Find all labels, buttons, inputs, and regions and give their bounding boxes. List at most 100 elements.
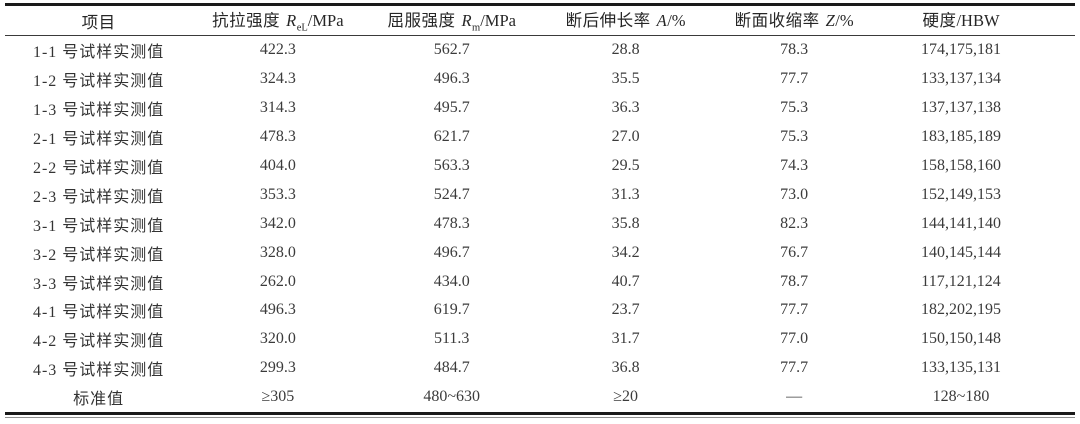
col-header-elongation: 断后伸长率 A/%	[539, 4, 712, 36]
value-cell: 314.3	[259, 99, 296, 117]
table-row: 3-2 号试样实测值 328.0 496.7 34.2 76.7 140,145…	[5, 238, 1075, 267]
table-row: 1-1 号试样实测值 422.3 562.7 28.8 78.3 174,175…	[5, 36, 1075, 65]
item-cell: 1-1 号试样实测值	[32, 44, 165, 62]
value-cell: 478.3	[259, 128, 296, 146]
value-cell: 117,121,124	[921, 272, 1001, 290]
value-cell: 182,202,195	[921, 301, 1001, 319]
value-cell: 422.3	[259, 41, 296, 59]
col-header-tensile-strength: 抗拉强度 ReL/MPa	[192, 4, 364, 36]
table-row: 3-1 号试样实测值 342.0 478.3 35.8 82.3 144,141…	[5, 209, 1075, 238]
header-label: 项目	[81, 12, 116, 32]
header-subscript: eL	[296, 22, 308, 34]
value-cell: 496.3	[433, 70, 470, 88]
item-cell: 4-1 号试样实测值	[32, 304, 165, 322]
table-row: 1-3 号试样实测值 314.3 495.7 36.3 75.3 137,137…	[5, 94, 1075, 123]
header-symbol: R	[461, 11, 473, 31]
value-cell: ≥20	[613, 388, 638, 406]
table-row-standard: 标准值 ≥305 480~630 ≥20 — 128~180	[5, 383, 1075, 413]
value-cell: 75.3	[780, 99, 809, 117]
value-cell: 480~630	[423, 388, 481, 406]
value-cell: 31.3	[611, 185, 640, 203]
value-cell: 128~180	[932, 388, 990, 406]
table-row: 1-2 号试样实测值 324.3 496.3 35.5 77.7 133,137…	[5, 65, 1075, 94]
value-cell: 75.3	[780, 128, 809, 146]
value-cell: 324.3	[259, 70, 296, 88]
value-cell: 74.3	[780, 157, 809, 174]
item-cell: 标准值	[73, 391, 125, 409]
table-row: 4-1 号试样实测值 496.3 619.7 23.7 77.7 182,202…	[5, 296, 1075, 325]
value-cell: 144,141,140	[921, 214, 1001, 232]
header-unit: /MPa	[307, 11, 344, 31]
value-cell: 35.8	[611, 214, 640, 232]
value-cell: 478.3	[433, 214, 470, 232]
table-row: 2-2 号试样实测值 404.0 563.3 29.5 74.3 158,158…	[5, 152, 1075, 181]
table-row: 4-2 号试样实测值 320.0 511.3 31.7 77.0 150,150…	[5, 325, 1075, 354]
value-cell: 496.7	[433, 243, 470, 261]
value-cell: 562.7	[433, 41, 470, 59]
item-cell: 2-3 号试样实测值	[32, 188, 165, 206]
header-label: 断面收缩率	[734, 11, 820, 31]
header-symbol: Z	[825, 11, 836, 31]
header-label: 屈服强度	[387, 11, 456, 31]
header-unit: /MPa	[480, 11, 516, 31]
header-label: 抗拉强度	[212, 11, 281, 31]
table-row: 3-3 号试样实测值 262.0 434.0 40.7 78.7 117,121…	[5, 267, 1075, 296]
value-cell: 36.3	[611, 99, 640, 117]
header-row: 项目 抗拉强度 ReL/MPa 屈服强度 Rm/MPa 断后伸长率 A/% 断面收缩率…	[5, 4, 1075, 36]
value-cell: 150,150,148	[921, 330, 1001, 348]
value-cell: 140,145,144	[921, 243, 1001, 261]
item-cell: 1-2 号试样实测值	[32, 73, 165, 91]
value-cell: 34.2	[611, 243, 640, 261]
value-cell: 342.0	[259, 214, 296, 232]
col-header-hardness: 硬度/HBW	[877, 4, 1075, 36]
value-cell: 28.8	[611, 41, 640, 59]
item-cell: 3-3 号试样实测值	[32, 275, 165, 293]
value-cell: 434.0	[433, 272, 470, 290]
value-cell: 36.8	[611, 359, 640, 377]
value-cell: 133,135,131	[921, 359, 1001, 377]
header-symbol: R	[286, 11, 297, 31]
item-cell: 2-2 号试样实测值	[32, 160, 165, 177]
value-cell: 619.7	[433, 301, 470, 319]
item-cell: 3-1 号试样实测值	[32, 217, 165, 235]
value-cell: 77.7	[780, 70, 809, 88]
value-cell: 299.3	[259, 359, 296, 377]
value-cell: 262.0	[259, 272, 296, 290]
value-cell: 133,137,134	[921, 70, 1001, 88]
value-cell: 152,149,153	[921, 185, 1001, 203]
value-cell: 77.7	[780, 359, 809, 377]
value-cell: 78.7	[780, 272, 809, 290]
value-cell: 484.7	[433, 359, 470, 377]
header-unit: /%	[835, 11, 854, 31]
item-cell: 3-2 号试样实测值	[32, 246, 165, 264]
value-cell: 40.7	[611, 272, 640, 290]
item-cell: 4-3 号试样实测值	[32, 362, 165, 380]
value-cell: 78.3	[780, 41, 809, 59]
value-cell: 31.7	[611, 330, 640, 348]
table-row: 2-3 号试样实测值 353.3 524.7 31.3 73.0 152,149…	[5, 180, 1075, 209]
value-cell: 495.7	[433, 99, 470, 117]
value-cell: 27.0	[611, 128, 640, 146]
value-cell: 82.3	[780, 214, 809, 232]
item-cell: 1-3 号试样实测值	[32, 102, 165, 120]
header-label: 断后伸长率	[565, 11, 651, 31]
value-cell: 328.0	[259, 243, 296, 261]
value-cell: 35.5	[611, 70, 640, 88]
value-cell: ≥305	[261, 388, 295, 406]
value-cell: 158,158,160	[921, 157, 1001, 174]
col-header-item: 项目	[5, 4, 193, 36]
bottom-rule-shadow	[5, 416, 1075, 418]
value-cell: 563.3	[433, 157, 470, 174]
value-cell: 524.7	[433, 185, 470, 203]
value-cell: 137,137,138	[921, 99, 1001, 117]
value-cell: 404.0	[259, 157, 296, 174]
header-unit: /%	[667, 11, 686, 31]
value-cell: 174,175,181	[921, 41, 1001, 59]
value-cell: 353.3	[259, 185, 296, 203]
header-symbol: A	[656, 11, 668, 31]
value-cell: 73.0	[780, 185, 809, 203]
value-cell: 76.7	[780, 243, 809, 261]
value-cell: 621.7	[433, 128, 470, 146]
header-unit: /HBW	[956, 11, 1000, 31]
